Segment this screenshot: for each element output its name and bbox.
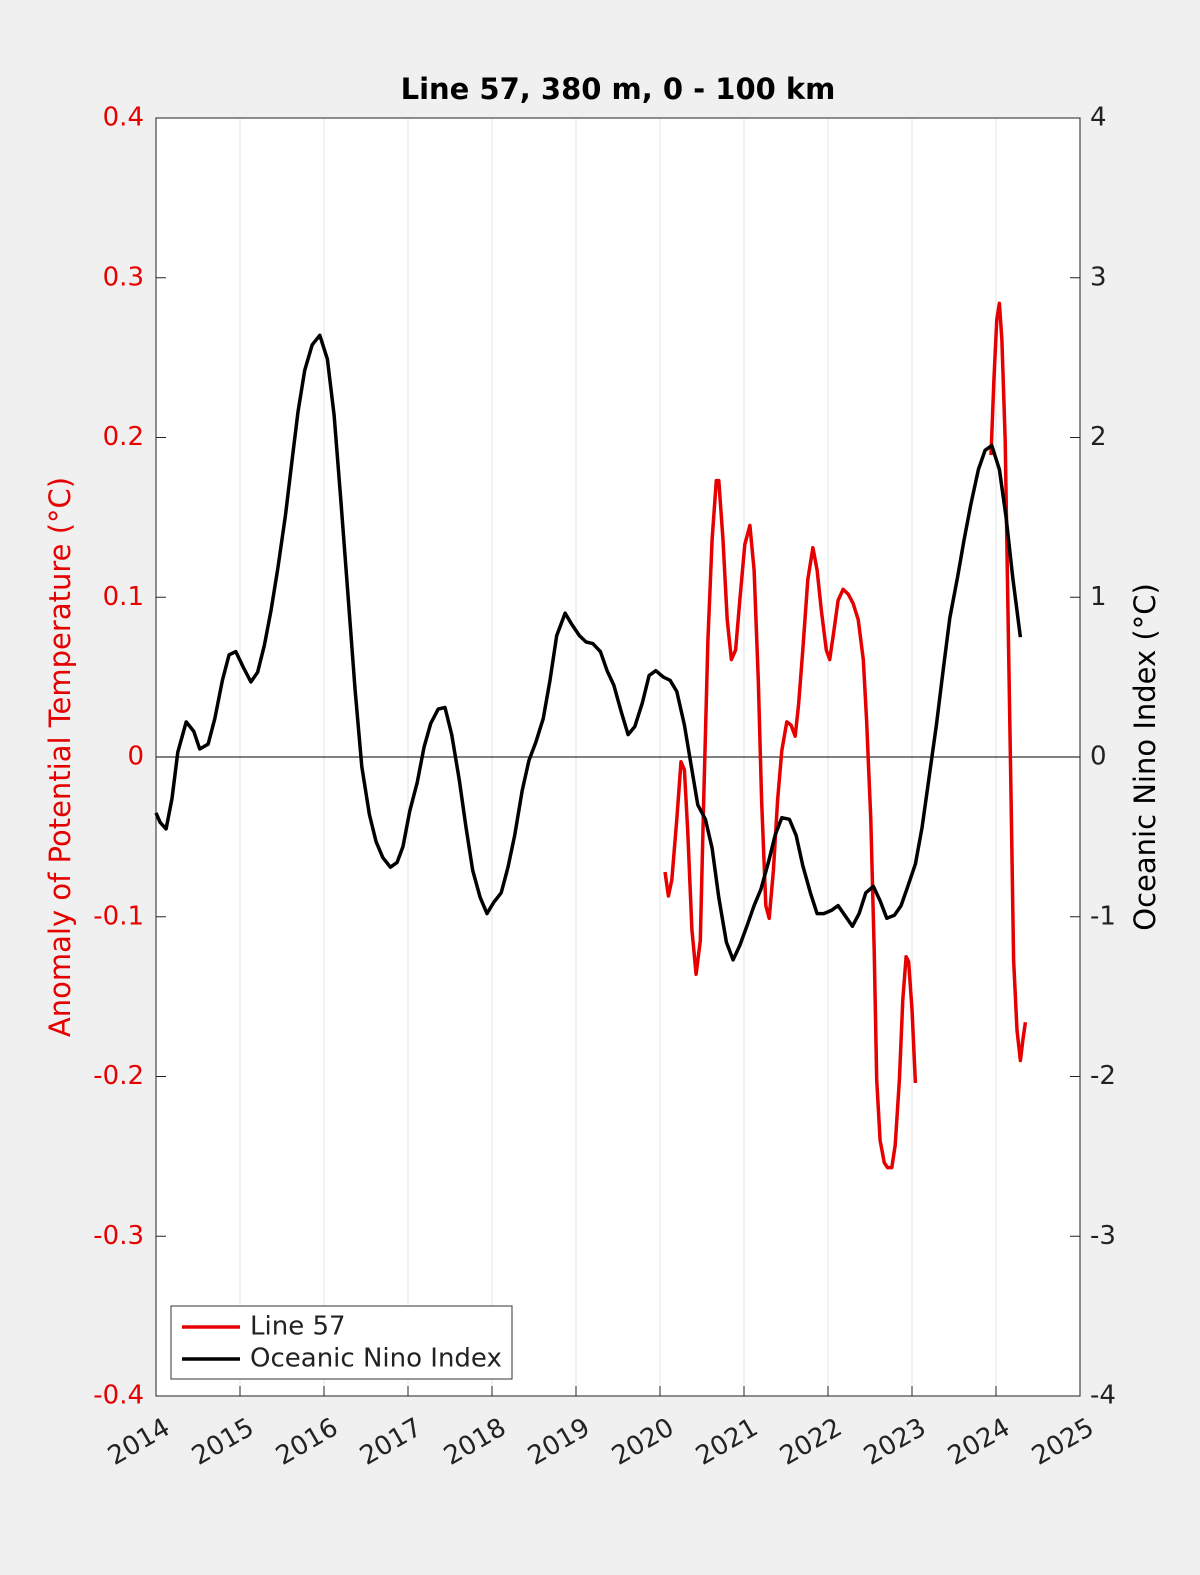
y2-tick-label: 3 bbox=[1090, 262, 1107, 292]
y2-axis-label: Oceanic Nino Index (°C) bbox=[1128, 583, 1162, 931]
x-tick-label: 2023 bbox=[859, 1413, 931, 1472]
y-tick-label: 0 bbox=[127, 742, 144, 772]
y-tick-label: -0.4 bbox=[93, 1381, 144, 1411]
y-tick-label: 0.4 bbox=[103, 103, 144, 133]
chart-title: Line 57, 380 m, 0 - 100 km bbox=[401, 72, 836, 106]
y-tick-label: 0.2 bbox=[103, 422, 144, 452]
x-tick-label: 2025 bbox=[1027, 1413, 1099, 1472]
series-line bbox=[154, 333, 1023, 962]
y2-tick-label: 2 bbox=[1090, 422, 1107, 452]
y-tick-label: 0.3 bbox=[103, 262, 144, 292]
legend-box bbox=[170, 1305, 513, 1380]
axes-box bbox=[155, 117, 1081, 1397]
y2-tick-label: 4 bbox=[1090, 103, 1107, 133]
series-line bbox=[663, 301, 1028, 1170]
y2-tick-label: -3 bbox=[1090, 1221, 1116, 1251]
x-tick-label: 2017 bbox=[355, 1413, 427, 1472]
legend-label: Line 57 bbox=[250, 1312, 346, 1342]
x-tick-label: 2019 bbox=[523, 1413, 595, 1472]
x-tick-label: 2021 bbox=[691, 1413, 763, 1472]
y-tick-label: -0.3 bbox=[93, 1221, 144, 1251]
y2-tick-label: 1 bbox=[1090, 582, 1107, 612]
y2-tick-label: -2 bbox=[1090, 1061, 1116, 1091]
legend-label: Oceanic Nino Index bbox=[250, 1344, 502, 1374]
x-tick-label: 2014 bbox=[103, 1413, 175, 1472]
y-tick-label: -0.1 bbox=[93, 901, 144, 931]
y-tick-label: -0.2 bbox=[93, 1061, 144, 1091]
x-tick-label: 2016 bbox=[271, 1413, 343, 1472]
x-tick-label: 2020 bbox=[607, 1413, 679, 1472]
y-tick-label: 0.1 bbox=[103, 582, 144, 612]
x-tick-label: 2024 bbox=[943, 1413, 1015, 1472]
x-tick-label: 2022 bbox=[775, 1413, 847, 1472]
y-axis-label: Anomaly of Potential Temperature (°C) bbox=[43, 477, 77, 1037]
y2-tick-label: 0 bbox=[1090, 742, 1107, 772]
x-tick-label: 2015 bbox=[187, 1413, 259, 1472]
y2-tick-label: -4 bbox=[1090, 1381, 1116, 1411]
x-tick-label: 2018 bbox=[439, 1413, 511, 1472]
y2-tick-label: -1 bbox=[1090, 901, 1116, 931]
